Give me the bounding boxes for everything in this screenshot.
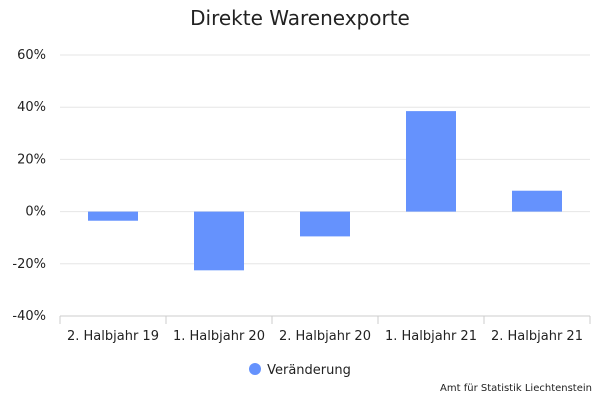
x-tick-label: 2. Halbjahr 19 xyxy=(67,329,159,344)
legend-label: Veränderung xyxy=(267,363,351,378)
bar[interactable] xyxy=(300,211,350,237)
x-tick-label: 1. Halbjahr 21 xyxy=(385,329,477,344)
bar[interactable] xyxy=(194,211,244,271)
bar[interactable] xyxy=(88,211,138,221)
bar[interactable] xyxy=(406,111,456,212)
legend[interactable]: Veränderung xyxy=(0,363,600,378)
y-tick-label: -40% xyxy=(12,309,46,324)
y-tick-label: 60% xyxy=(17,48,46,63)
x-tick-label: 2. Halbjahr 21 xyxy=(491,329,583,344)
y-tick-label: 0% xyxy=(25,205,46,220)
y-tick-label: -20% xyxy=(12,257,46,272)
chart-title: Direkte Warenexporte xyxy=(190,6,410,30)
y-tick-label: 40% xyxy=(17,100,46,115)
legend-swatch xyxy=(249,363,262,375)
y-tick-label: 20% xyxy=(17,152,46,167)
bar[interactable] xyxy=(512,190,562,212)
source-credit: Amt für Statistik Liechtenstein xyxy=(440,383,592,394)
x-tick-label: 2. Halbjahr 20 xyxy=(279,329,371,344)
x-tick-label: 1. Halbjahr 20 xyxy=(173,329,265,344)
